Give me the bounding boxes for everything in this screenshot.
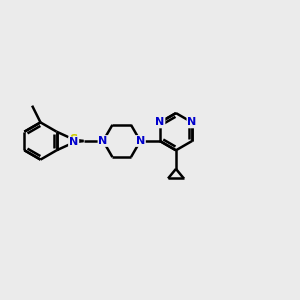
Text: N: N: [69, 137, 78, 148]
Text: N: N: [155, 117, 164, 128]
Text: N: N: [98, 136, 108, 146]
Text: N: N: [188, 117, 197, 128]
Text: S: S: [70, 133, 78, 146]
Text: N: N: [136, 136, 145, 146]
